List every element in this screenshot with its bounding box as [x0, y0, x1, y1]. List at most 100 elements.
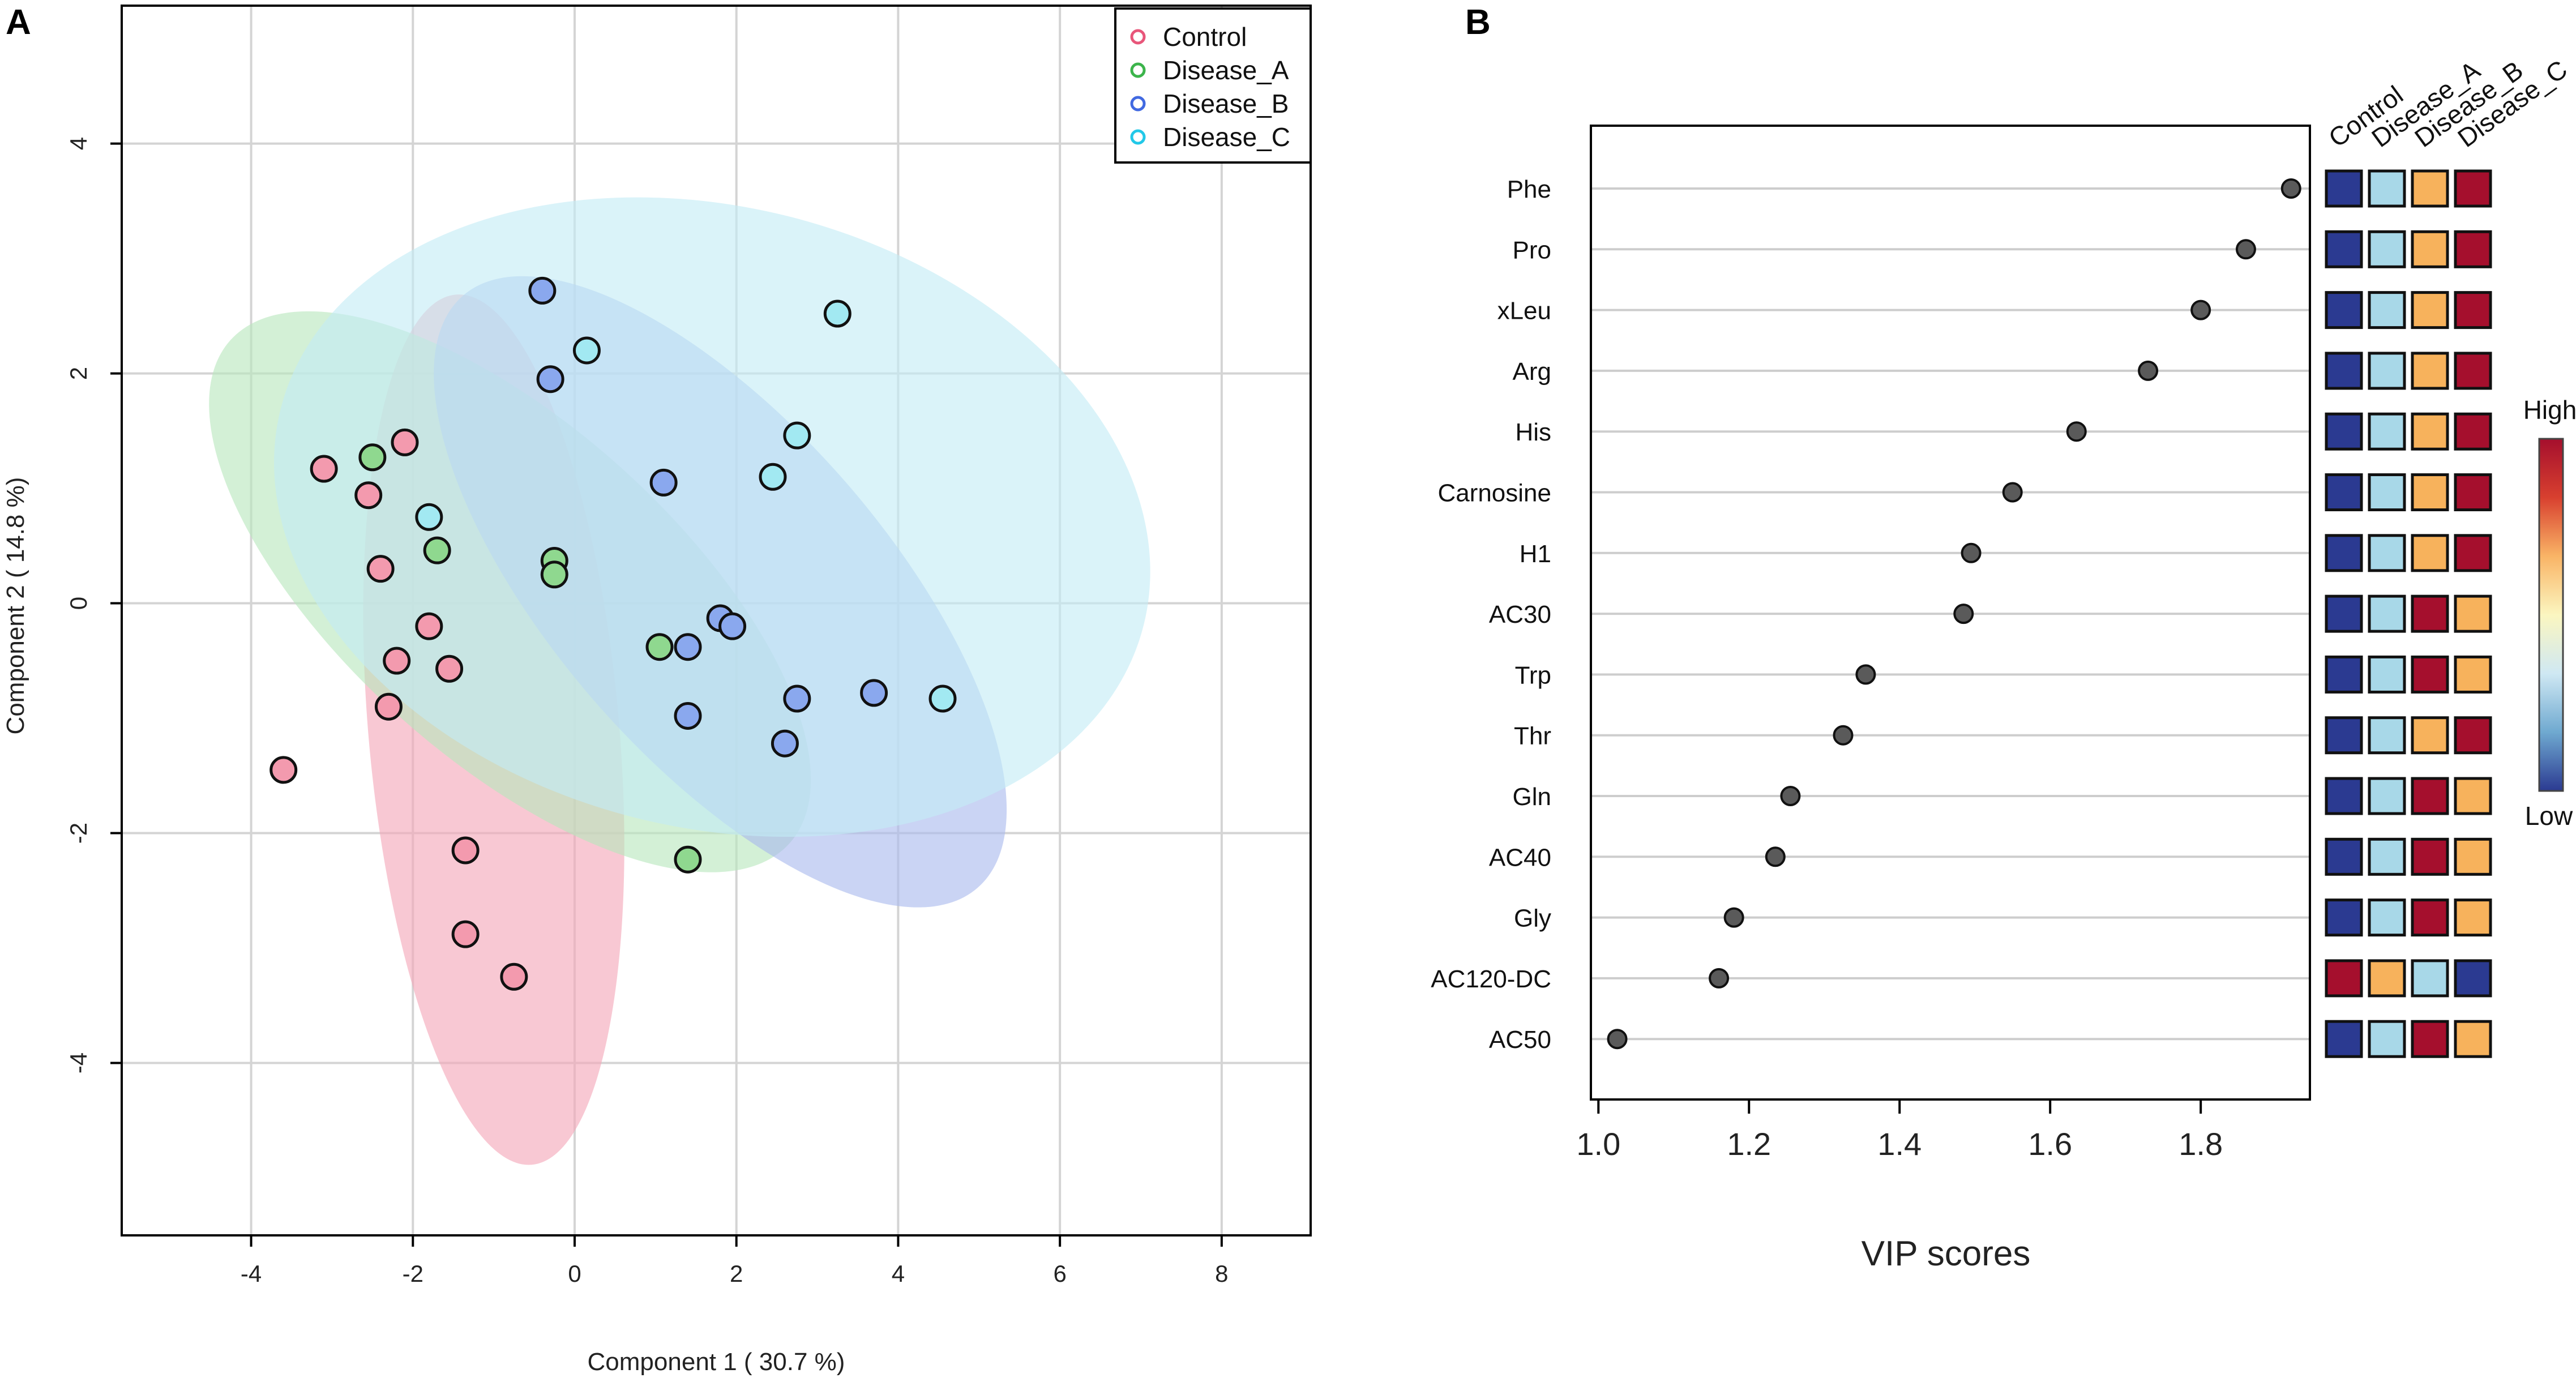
point-control	[269, 756, 298, 784]
colorbar-high-label: High	[2523, 395, 2576, 425]
legend-label-control: Control	[1163, 22, 1247, 52]
heatmap-cell	[2454, 959, 2492, 998]
heatmap-cell	[2454, 534, 2492, 572]
heatmap-cell	[2454, 291, 2492, 330]
heatmap-cell	[2368, 534, 2406, 572]
colorbar-bar	[2538, 438, 2564, 792]
panel-label-a: A	[6, 3, 31, 42]
heatmap-cell	[2325, 169, 2363, 208]
point-disease-b	[771, 729, 799, 758]
heatmap-cell	[2325, 655, 2363, 694]
heatmap-cell	[2454, 837, 2492, 876]
vip-scores-panel: Phe Pro xLeu Arg His Carnosine H1 AC30 Trp Thr Gln…	[1431, 54, 2576, 1273]
vip-x-tick-label: 1.8	[2179, 1126, 2223, 1162]
vip-category-label: Pro	[1513, 236, 1551, 264]
vip-x-axis: 1.0 1.2 1.4 1.6 1.8	[1576, 1099, 2223, 1162]
point-disease-a	[540, 560, 568, 589]
heatmap-cell	[2325, 716, 2363, 755]
point-disease-b	[860, 679, 888, 707]
y-tick-label: 2	[65, 367, 92, 380]
heatmap-cell	[2368, 412, 2406, 451]
legend-label-disease-c: Disease_C	[1163, 122, 1290, 152]
vip-point	[2066, 421, 2087, 442]
vip-category-label: H1	[1520, 540, 1551, 568]
y-tick-label: -4	[65, 1052, 92, 1073]
vip-category-label: Arg	[1513, 358, 1551, 386]
vip-category-label: His	[1515, 418, 1551, 446]
point-disease-c	[415, 503, 443, 531]
vip-category-label: Gln	[1513, 783, 1551, 811]
point-disease-b	[783, 684, 811, 713]
vip-x-tick-label: 1.4	[1877, 1126, 1922, 1162]
x-tick-label: 8	[1215, 1260, 1228, 1287]
y-tick-label: -2	[65, 823, 92, 844]
vip-category-label: Gly	[1514, 905, 1551, 932]
heatmap-cell	[2368, 473, 2406, 511]
scatter-points	[269, 276, 957, 991]
vip-x-tick-label: 1.6	[2028, 1126, 2072, 1162]
legend-label-disease-b: Disease_B	[1163, 89, 1289, 118]
heatmap-cell	[2411, 959, 2449, 998]
x-tick-label: 0	[568, 1260, 581, 1287]
heatmap-cell	[2411, 716, 2449, 755]
vip-category-label: AC40	[1489, 844, 1551, 871]
point-disease-c	[572, 336, 601, 365]
point-disease-a	[674, 845, 702, 874]
point-disease-b	[528, 276, 557, 305]
point-disease-b	[536, 365, 564, 393]
heatmap-cell	[2411, 594, 2449, 633]
heatmap-cell	[2454, 655, 2492, 694]
vip-x-tick-label: 1.0	[1576, 1126, 1620, 1162]
colorbar: High Low	[2523, 395, 2576, 831]
heatmap-cell	[2411, 777, 2449, 815]
panel-label-b: B	[1465, 3, 1491, 42]
heatmap-cell	[2325, 837, 2363, 876]
x-tick-label: 6	[1053, 1260, 1066, 1287]
heatmap-cell	[2454, 716, 2492, 755]
scatter-x-axis-label: Component 1 ( 30.7 %)	[588, 1348, 845, 1376]
vip-plot-frame	[1590, 125, 2311, 1101]
colorbar-low-label: Low	[2525, 801, 2573, 831]
vip-category-label: Thr	[1514, 722, 1551, 750]
vip-point	[1723, 907, 1744, 928]
vip-point	[1953, 604, 1974, 624]
point-disease-b	[674, 633, 702, 661]
legend-box	[1114, 7, 1312, 164]
heatmap-cell	[2454, 777, 2492, 815]
point-disease-b	[674, 701, 702, 730]
point-control	[354, 481, 383, 510]
heatmap-column	[2325, 169, 2492, 1058]
heatmap-cell	[2454, 352, 2492, 390]
heatmap-cell	[2325, 473, 2363, 511]
heatmap-cell	[2368, 352, 2406, 390]
heatmap-cell	[2454, 230, 2492, 268]
heatmap-cell	[2454, 169, 2492, 208]
heatmap-cell	[2368, 1020, 2406, 1058]
heatmap-cell	[2368, 594, 2406, 633]
heatmap-cell	[2325, 534, 2363, 572]
heatmap-cell	[2411, 291, 2449, 330]
vip-point	[2235, 239, 2256, 260]
heatmap-cell	[2454, 898, 2492, 937]
vip-category-label: AC30	[1489, 601, 1551, 628]
vip-point	[2002, 482, 2023, 503]
ellipse-disease-c	[274, 197, 1150, 837]
heatmap-cell	[2368, 898, 2406, 937]
heatmap-cell	[2325, 594, 2363, 633]
legend-label-disease-a: Disease_A	[1163, 55, 1289, 85]
heatmap-cell	[2368, 837, 2406, 876]
heatmap-cell	[2411, 473, 2449, 511]
point-disease-c	[783, 421, 811, 450]
heatmap-cell	[2368, 777, 2406, 815]
point-disease-b	[649, 468, 678, 497]
vip-point	[1833, 725, 1854, 746]
heatmap-cell	[2325, 959, 2363, 998]
heatmap-cell	[2411, 1020, 2449, 1058]
point-disease-c	[823, 299, 851, 328]
heatmap-cell	[2368, 230, 2406, 268]
point-control	[366, 555, 395, 583]
heatmap-cell	[2454, 1020, 2492, 1058]
heatmap-cell	[2368, 655, 2406, 694]
